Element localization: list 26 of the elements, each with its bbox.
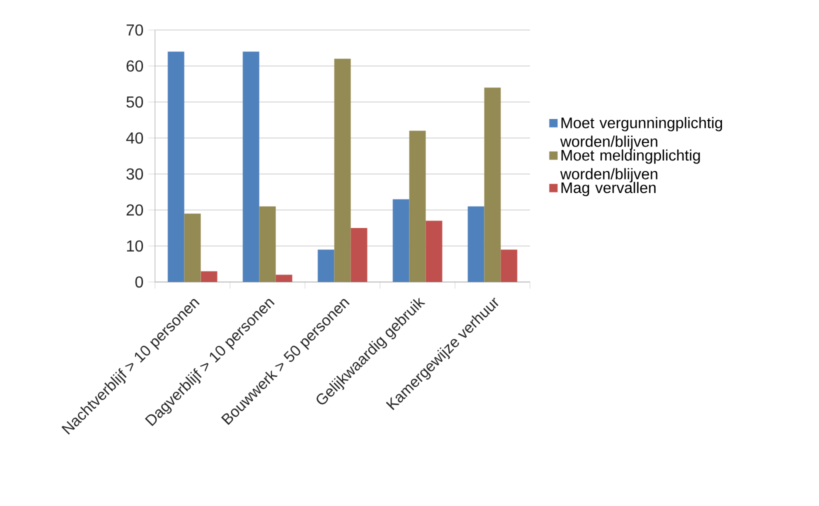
bar: [200, 271, 218, 282]
bar: [484, 88, 501, 282]
bar: [318, 250, 334, 282]
legend-label: Mag vervallen: [562, 182, 656, 196]
bar: [426, 220, 442, 282]
bar: [168, 52, 184, 282]
y-tick-label: 50: [126, 96, 144, 108]
bar: [184, 214, 201, 282]
y-tick-label: 30: [126, 168, 144, 180]
bar: [242, 52, 260, 282]
bar: [409, 130, 426, 282]
bar: [392, 199, 410, 282]
y-tick-label: 10: [127, 240, 144, 252]
bar: [500, 250, 518, 282]
bar: [468, 206, 484, 282]
y-tick-label: 60: [126, 60, 144, 72]
y-tick-label: 0: [135, 276, 144, 288]
legend-label: Moet meldingplichtig worden/blijven: [560, 149, 700, 182]
y-tick-label: 70: [126, 24, 144, 36]
bar: [276, 274, 292, 282]
y-tick-label: 20: [126, 204, 144, 216]
y-tick-label: 40: [126, 132, 144, 144]
bar: [334, 58, 351, 282]
bar: [259, 206, 276, 282]
bar: [350, 228, 368, 282]
legend-label: Moet vergunningplichtig worden/blijven: [560, 117, 722, 150]
